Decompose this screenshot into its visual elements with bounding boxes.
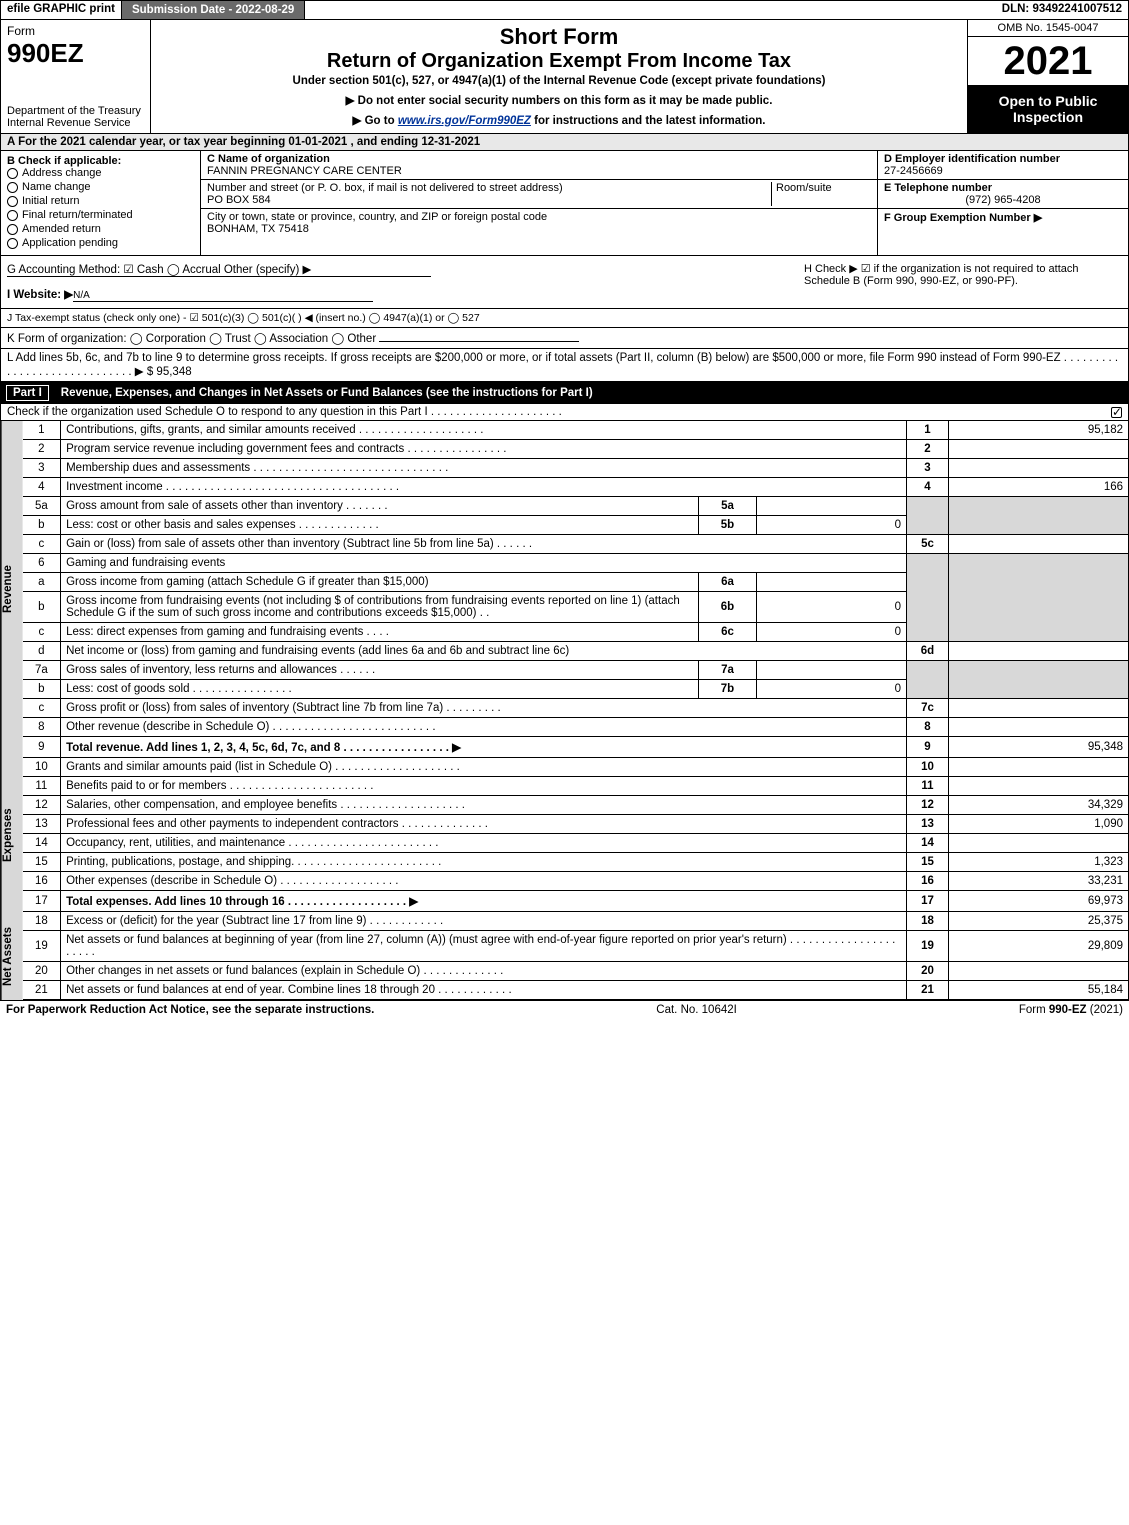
header-left: Form 990EZ Department of the Treasury In… — [1, 20, 151, 133]
line-11: 11Benefits paid to or for members . . . … — [23, 777, 1129, 796]
line-9: 9Total revenue. Add lines 1, 2, 3, 4, 5c… — [23, 737, 1129, 758]
line-21: 21Net assets or fund balances at end of … — [23, 981, 1129, 1000]
part-1-checkbox[interactable] — [1111, 407, 1122, 418]
row-g-h: G Accounting Method: ☑ Cash ◯ Accrual Ot… — [0, 256, 1129, 309]
telephone: (972) 965-4208 — [884, 194, 1122, 206]
line-7a: 7aGross sales of inventory, less returns… — [23, 661, 1129, 680]
dln: DLN: 93492241007512 — [996, 1, 1128, 19]
line-l: L Add lines 5b, 6c, and 7b to line 9 to … — [0, 349, 1129, 382]
org-name: FANNIN PREGNANCY CARE CENTER — [207, 165, 402, 177]
line-i-label: I Website: ▶ — [7, 289, 73, 301]
form-header: Form 990EZ Department of the Treasury In… — [0, 20, 1129, 134]
box-b: B Check if applicable: Address change Na… — [1, 151, 201, 255]
lbl-tel: E Telephone number — [884, 182, 992, 194]
instr-ssn: ▶ Do not enter social security numbers o… — [159, 93, 959, 107]
instr-link: ▶ Go to www.irs.gov/Form990EZ for instru… — [159, 113, 959, 127]
revenue-vlabel: Revenue — [1, 421, 23, 758]
footer-paperwork: For Paperwork Reduction Act Notice, see … — [6, 1004, 374, 1016]
line-13: 13Professional fees and other payments t… — [23, 815, 1129, 834]
part-1-label: Part I — [6, 385, 49, 401]
org-street: PO BOX 584 — [207, 194, 271, 206]
header-right: OMB No. 1545-0047 2021 Open to Public In… — [968, 20, 1128, 133]
netassets-table: 18Excess or (deficit) for the year (Subt… — [23, 912, 1129, 1000]
subtitle: Under section 501(c), 527, or 4947(a)(1)… — [159, 75, 959, 87]
line-5a: 5aGross amount from sale of assets other… — [23, 497, 1129, 516]
tax-year: 2021 — [968, 37, 1128, 85]
website: N/A — [73, 290, 373, 302]
line-1: 1Contributions, gifts, grants, and simil… — [23, 421, 1129, 440]
title-short-form: Short Form — [159, 24, 959, 50]
form-number: 990EZ — [7, 38, 144, 69]
chk-initial-return[interactable]: Initial return — [7, 195, 194, 207]
form-label: Form — [7, 24, 35, 38]
line-12: 12Salaries, other compensation, and empl… — [23, 796, 1129, 815]
department: Department of the Treasury Internal Reve… — [7, 105, 144, 129]
line-j: J Tax-exempt status (check only one) - ☑… — [0, 309, 1129, 328]
expenses-table: 10Grants and similar amounts paid (list … — [23, 758, 1129, 912]
footer-catno: Cat. No. 10642I — [656, 1004, 737, 1016]
footer-formref: Form 990-EZ (2021) — [1019, 1004, 1123, 1016]
lbl-street: Number and street (or P. O. box, if mail… — [207, 182, 563, 194]
header-mid: Short Form Return of Organization Exempt… — [151, 20, 968, 133]
lbl-city: City or town, state or province, country… — [207, 211, 547, 223]
lbl-ein: D Employer identification number — [884, 153, 1060, 165]
submission-date: Submission Date - 2022-08-29 — [122, 1, 305, 19]
line-10: 10Grants and similar amounts paid (list … — [23, 758, 1129, 777]
line-4: 4Investment income . . . . . . . . . . .… — [23, 478, 1129, 497]
efile-label[interactable]: efile GRAPHIC print — [1, 1, 122, 19]
chk-address-change[interactable]: Address change — [7, 167, 194, 179]
part-1-header: Part I Revenue, Expenses, and Changes in… — [0, 382, 1129, 404]
line-7c: cGross profit or (loss) from sales of in… — [23, 699, 1129, 718]
revenue-section: Revenue 1Contributions, gifts, grants, a… — [0, 421, 1129, 758]
line-16: 16Other expenses (describe in Schedule O… — [23, 872, 1129, 891]
chk-final-return[interactable]: Final return/terminated — [7, 209, 194, 221]
chk-application-pending[interactable]: Application pending — [7, 237, 194, 249]
line-5c: cGain or (loss) from sale of assets othe… — [23, 535, 1129, 554]
top-bar: efile GRAPHIC print Submission Date - 20… — [0, 0, 1129, 20]
line-a: A For the 2021 calendar year, or tax yea… — [0, 134, 1129, 151]
lbl-room: Room/suite — [771, 182, 871, 206]
line-8: 8Other revenue (describe in Schedule O) … — [23, 718, 1129, 737]
page-footer: For Paperwork Reduction Act Notice, see … — [0, 1000, 1129, 1019]
section-b-c-d-e-f: B Check if applicable: Address change Na… — [0, 151, 1129, 256]
irs-link[interactable]: www.irs.gov/Form990EZ — [398, 115, 531, 127]
ein: 27-2456669 — [884, 165, 943, 177]
lbl-org-name: C Name of organization — [207, 153, 330, 165]
lbl-group: F Group Exemption Number ▶ — [884, 212, 1042, 224]
line-h: H Check ▶ ☑ if the organization is not r… — [798, 256, 1128, 308]
expenses-section: Expenses 10Grants and similar amounts pa… — [0, 758, 1129, 912]
line-6d: dNet income or (loss) from gaming and fu… — [23, 642, 1129, 661]
line-2: 2Program service revenue including gover… — [23, 440, 1129, 459]
line-20: 20Other changes in net assets or fund ba… — [23, 962, 1129, 981]
open-to-public: Open to Public Inspection — [968, 85, 1128, 133]
expenses-vlabel: Expenses — [1, 758, 23, 912]
omb-number: OMB No. 1545-0047 — [968, 20, 1128, 37]
chk-name-change[interactable]: Name change — [7, 181, 194, 193]
chk-amended-return[interactable]: Amended return — [7, 223, 194, 235]
box-b-title: B Check if applicable: — [7, 155, 194, 167]
line-14: 14Occupancy, rent, utilities, and mainte… — [23, 834, 1129, 853]
box-d-e-f: D Employer identification number27-24566… — [878, 151, 1128, 255]
line-g: G Accounting Method: ☑ Cash ◯ Accrual Ot… — [1, 256, 798, 308]
netassets-section: Net Assets 18Excess or (deficit) for the… — [0, 912, 1129, 1000]
line-18: 18Excess or (deficit) for the year (Subt… — [23, 912, 1129, 931]
line-6: 6Gaming and fundraising events — [23, 554, 1129, 573]
line-k: K Form of organization: ◯ Corporation ◯ … — [0, 328, 1129, 349]
line-19: 19Net assets or fund balances at beginni… — [23, 931, 1129, 962]
part-1-title: Revenue, Expenses, and Changes in Net As… — [61, 387, 593, 399]
title-return: Return of Organization Exempt From Incom… — [159, 50, 959, 73]
line-3: 3Membership dues and assessments . . . .… — [23, 459, 1129, 478]
line-17: 17Total expenses. Add lines 10 through 1… — [23, 891, 1129, 912]
revenue-table: 1Contributions, gifts, grants, and simil… — [23, 421, 1129, 758]
line-15: 15Printing, publications, postage, and s… — [23, 853, 1129, 872]
netassets-vlabel: Net Assets — [1, 912, 23, 1000]
part-1-check: Check if the organization used Schedule … — [0, 404, 1129, 421]
box-c: C Name of organization FANNIN PREGNANCY … — [201, 151, 878, 255]
org-city: BONHAM, TX 75418 — [207, 223, 309, 235]
